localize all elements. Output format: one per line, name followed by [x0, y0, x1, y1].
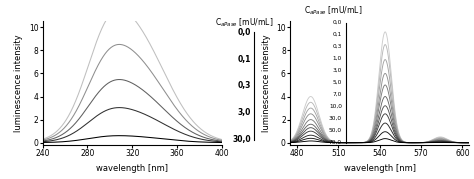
Y-axis label: luminescence intensity: luminescence intensity — [14, 34, 23, 132]
Text: C$_{aPase}$ [mU/mL]: C$_{aPase}$ [mU/mL] — [304, 4, 363, 16]
Y-axis label: luminescence intensity: luminescence intensity — [262, 34, 271, 132]
Text: 30,0: 30,0 — [233, 135, 251, 144]
X-axis label: wavelength [nm]: wavelength [nm] — [344, 164, 416, 173]
Text: 0,0: 0,0 — [238, 28, 251, 37]
Text: 7,0: 7,0 — [333, 92, 342, 97]
Text: 70,0: 70,0 — [329, 140, 342, 145]
Text: C$_{aPase}$ [mU/mL]: C$_{aPase}$ [mU/mL] — [215, 16, 273, 29]
Text: 10,0: 10,0 — [329, 104, 342, 109]
Text: 5,0: 5,0 — [333, 80, 342, 85]
X-axis label: wavelength [nm]: wavelength [nm] — [96, 164, 168, 173]
Text: 0,1: 0,1 — [238, 55, 251, 64]
Text: 50,0: 50,0 — [329, 128, 342, 133]
Text: 30,0: 30,0 — [329, 116, 342, 121]
Text: 3,0: 3,0 — [238, 108, 251, 117]
Text: 1,0: 1,0 — [333, 56, 342, 61]
Text: 0,3: 0,3 — [333, 44, 342, 49]
Text: 3,0: 3,0 — [333, 68, 342, 73]
Text: 0,0: 0,0 — [333, 20, 342, 25]
Text: 0,3: 0,3 — [238, 81, 251, 90]
Text: 0,1: 0,1 — [333, 32, 342, 37]
